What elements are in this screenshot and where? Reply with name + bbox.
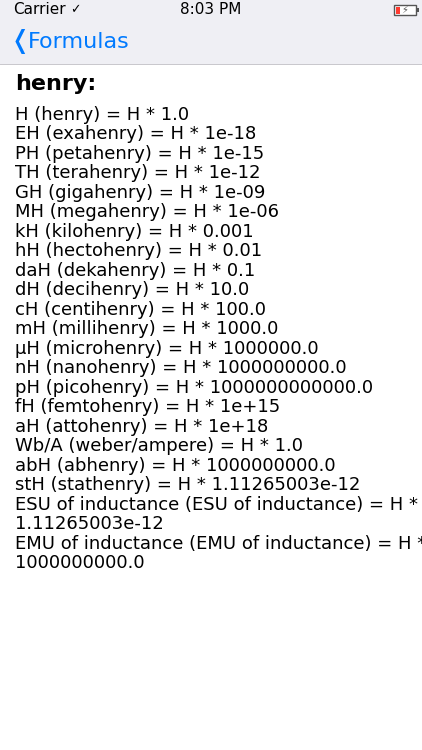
Text: stH (stathenry) = H * 1.11265003e-12: stH (stathenry) = H * 1.11265003e-12 — [15, 476, 360, 494]
Text: ESU of inductance (ESU of inductance) = H *: ESU of inductance (ESU of inductance) = … — [15, 496, 418, 514]
FancyBboxPatch shape — [394, 5, 416, 15]
Text: 1000000000.0: 1000000000.0 — [15, 554, 145, 572]
Bar — [395, 7, 400, 13]
Text: ✓: ✓ — [70, 4, 81, 16]
Bar — [0, 20, 422, 64]
Text: Wb/A (weber/ampere) = H * 1.0: Wb/A (weber/ampere) = H * 1.0 — [15, 437, 303, 455]
Text: Carrier: Carrier — [13, 2, 66, 17]
Text: μH (microhenry) = H * 1000000.0: μH (microhenry) = H * 1000000.0 — [15, 340, 319, 358]
Text: pH (picohenry) = H * 1000000000000.0: pH (picohenry) = H * 1000000000000.0 — [15, 379, 373, 397]
Text: mH (millihenry) = H * 1000.0: mH (millihenry) = H * 1000.0 — [15, 320, 279, 338]
Text: abH (abhenry) = H * 1000000000.0: abH (abhenry) = H * 1000000000.0 — [15, 457, 335, 475]
Text: daH (dekahenry) = H * 0.1: daH (dekahenry) = H * 0.1 — [15, 262, 255, 280]
Text: TH (terahenry) = H * 1e-12: TH (terahenry) = H * 1e-12 — [15, 164, 260, 182]
Text: nH (nanohenry) = H * 1000000000.0: nH (nanohenry) = H * 1000000000.0 — [15, 359, 346, 377]
Text: aH (attohenry) = H * 1e+18: aH (attohenry) = H * 1e+18 — [15, 418, 268, 436]
Text: Formulas: Formulas — [28, 32, 130, 52]
Text: kH (kilohenry) = H * 0.001: kH (kilohenry) = H * 0.001 — [15, 223, 254, 241]
Text: EMU of inductance (EMU of inductance) = H *: EMU of inductance (EMU of inductance) = … — [15, 535, 422, 553]
Text: dH (decihenry) = H * 10.0: dH (decihenry) = H * 10.0 — [15, 281, 249, 299]
Text: fH (femtohenry) = H * 1e+15: fH (femtohenry) = H * 1e+15 — [15, 398, 280, 416]
Text: ❬: ❬ — [10, 29, 31, 55]
Text: EH (exahenry) = H * 1e-18: EH (exahenry) = H * 1e-18 — [15, 125, 256, 143]
Text: 8:03 PM: 8:03 PM — [180, 2, 242, 17]
Text: cH (centihenry) = H * 100.0: cH (centihenry) = H * 100.0 — [15, 301, 266, 319]
Text: ⚡: ⚡ — [402, 5, 408, 15]
Bar — [0, 0, 422, 20]
Text: hH (hectohenry) = H * 0.01: hH (hectohenry) = H * 0.01 — [15, 242, 262, 260]
Text: 1.11265003e-12: 1.11265003e-12 — [15, 515, 164, 533]
Text: henry:: henry: — [15, 74, 96, 94]
Text: GH (gigahenry) = H * 1e-09: GH (gigahenry) = H * 1e-09 — [15, 184, 265, 202]
Text: MH (megahenry) = H * 1e-06: MH (megahenry) = H * 1e-06 — [15, 203, 279, 221]
Bar — [416, 8, 419, 12]
Text: PH (petahenry) = H * 1e-15: PH (petahenry) = H * 1e-15 — [15, 145, 264, 163]
Text: H (henry) = H * 1.0: H (henry) = H * 1.0 — [15, 106, 189, 124]
